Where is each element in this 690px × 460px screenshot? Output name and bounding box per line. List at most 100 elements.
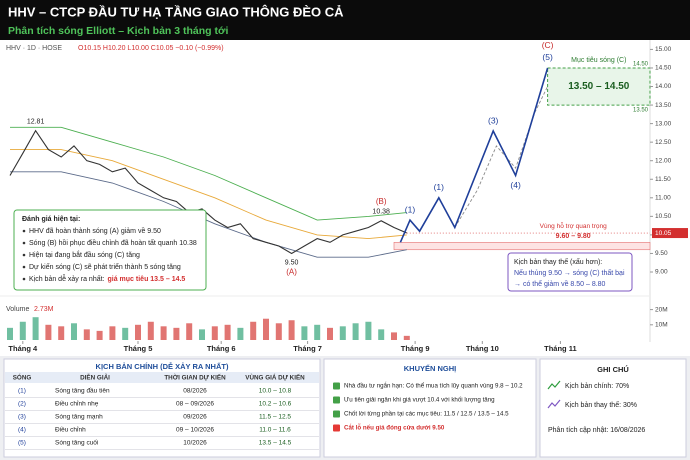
assessment-item: Dự kiến sóng (C) sẽ phát triển thành 5 s… [29,262,181,271]
volume-bar [250,321,257,340]
assessment-item: HHV đã hoàn thành sóng (A) giảm về 9.50 [29,226,161,235]
bullet [22,277,26,281]
wave-label: (B) [376,197,387,206]
table-cell: Sóng tăng đầu tiên [55,386,110,395]
wave-c-label: (C) [542,40,554,50]
alt-line: Nếu thủng 9.50 → sóng (C) thất bại [514,268,625,277]
check-icon [333,396,340,404]
y-tick-label: 11.00 [655,195,671,202]
note-main: Kịch bản chính: 70% [565,383,629,390]
volume-last: 2.73M [34,306,54,313]
wave-label: (1) [434,182,445,192]
alt-frame [507,252,633,292]
table-cell: (3) [18,414,26,421]
chart-layer: Mục tiêu sóng (C) 13.50 – 14.50 14.50 13.50… [6,40,688,353]
volume-bar [58,326,65,340]
alt-line: → có thể giảm về 8.50 – 8.80 [514,279,606,288]
table-cell: 13.5 – 14.5 [259,440,292,447]
table-header: THỜI GIAN DỰ KIẾN [164,372,226,382]
assessment-highlight: giá mục tiêu 13.5 – 14.5 [108,276,186,283]
note-updated: Phân tích cập nhật: 16/08/2026 [548,427,645,434]
table-header-bg [5,372,319,383]
target-high: 14.50 [633,62,649,68]
check-icon [333,410,340,418]
volume-bar [378,329,385,340]
table-cell: Sóng tăng cuối [55,438,98,447]
last-price-label: 10.05 [655,230,672,237]
volume-bar [96,330,103,340]
table-cell: Sóng tăng mạnh [55,414,103,421]
bullet [22,241,26,245]
header-bg [0,0,690,40]
x-tick-label: Tháng 10 [466,344,499,353]
alt-icon [547,399,561,409]
alt-title: Kịch bản thay thế (xấu hơn): [514,257,602,266]
volume-bar [314,324,321,340]
reco-panel [323,358,537,458]
table-header: SÓNG [13,373,32,382]
table-cell: (4) [18,427,26,434]
assessment-last: Kịch bản dễ xảy ra nhất: [29,274,105,283]
reco-item: Chốt lời từng phần tại các mục tiêu: 11.… [344,411,509,418]
y-tick-label: 15.00 [655,46,672,53]
volume-bar [19,321,26,340]
support-range: 9.60 – 9.80 [556,233,591,240]
y-tick-label: 14.00 [655,83,672,90]
band-line [10,126,407,221]
x-tick-label: Tháng 4 [8,344,38,353]
symbol: HHV · 1D · HOSE [6,45,62,52]
y-tick-label: 12.00 [655,157,672,164]
wave-label: (1) [405,204,416,214]
table-cell: (1) [18,388,26,395]
reco-item: Nhà đầu tư ngắn hạn: Có thể mua tích lũy… [344,383,523,390]
volume-bar [301,326,308,340]
volume-bar [122,327,129,340]
ohlc: O10.15 H10.20 L10.00 C10.05 −0.10 (−0.99… [78,45,224,52]
volume-bar [186,323,193,340]
stop-icon [333,424,340,432]
table-cell: (5) [18,440,26,447]
volume-bar [288,320,295,340]
y-tick-label: 11.50 [655,176,671,183]
x-tick-label: Tháng 6 [207,344,236,353]
volume-tick-label: 20M [655,306,668,313]
x-tick-label: Tháng 5 [124,344,153,353]
support-title: Vùng hỗ trợ quan trọng [540,221,608,230]
volume-bar [352,323,359,340]
volume-bar [339,326,346,340]
price-line [9,129,408,255]
bullet [22,253,26,257]
notes-title: GHI CHÚ [597,365,629,374]
table-cell: (2) [18,401,26,408]
volume-tick-label: 10M [655,322,668,329]
volume-title: Volume [6,306,29,313]
target-zone [547,67,651,106]
table-cell: 10/2026 [183,440,207,447]
volume-bar [237,327,244,340]
y-tick-label: 14.50 [655,65,672,72]
volume-bar [109,326,116,340]
main-icon [547,380,561,390]
table-cell: 08/2026 [183,388,207,395]
volume-bar [263,318,269,340]
volume-bar [365,321,372,340]
notes-panel [539,358,687,458]
volume-bar [7,327,13,340]
bullet [22,229,26,233]
volume-bar [199,329,205,340]
band-line [10,149,407,240]
table-cell: Điều chỉnh nhẹ [55,399,99,408]
reco-item: Ưu tiên giải ngân khi giá vượt 10.4 với … [344,397,495,404]
table-header: DIỄN GIẢI [80,373,110,382]
last-price-badge [652,228,688,239]
reco-title: KHUYẾN NGHỊ [404,363,457,373]
table-title: KỊCH BẢN CHÍNH (DỄ XẢY RA NHẤT) [96,361,229,371]
assessment-item: Sóng (B) hồi phục điều chỉnh đã hoàn tất… [29,238,197,247]
table-cell: 08 – 09/2026 [176,401,214,408]
table-cell: 09 – 10/2026 [176,427,214,434]
volume-bar [327,327,333,340]
volume-bar [403,335,410,340]
volume-bar [211,326,218,340]
wave-label: (5) [542,52,553,62]
